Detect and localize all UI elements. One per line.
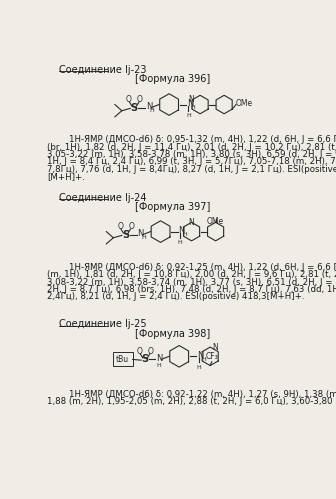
Text: H: H bbox=[156, 363, 161, 368]
Text: O: O bbox=[148, 347, 154, 356]
Text: O: O bbox=[117, 223, 123, 232]
Text: S: S bbox=[141, 354, 149, 364]
Text: H: H bbox=[177, 240, 182, 245]
Text: O: O bbox=[126, 95, 132, 104]
Text: H: H bbox=[191, 105, 196, 110]
Text: 3,08-3,22 (m, 1H), 3,58-3,74 (m, 1H), 3,77 (s, 3H), 6,51 (d, 2H, J = 8,7 Гц), 6,: 3,08-3,22 (m, 1H), 3,58-3,74 (m, 1H), 3,… bbox=[47, 278, 336, 287]
Text: Соединение Ij-24: Соединение Ij-24 bbox=[59, 193, 146, 203]
Text: 1Н-ЯМР (ДМСО-d6) δ: 0,95-1,32 (m, 4H), 1,22 (d, 6H, J = 6,6 Гц), 1,25-1,55: 1Н-ЯМР (ДМСО-d6) δ: 0,95-1,32 (m, 4H), 1… bbox=[47, 135, 336, 144]
Text: N: N bbox=[197, 351, 203, 360]
Text: 1Н-ЯМР (ДМСО-d6) δ: 0,92-1,25 (m, 4H), 1,22 (d, 6H, J = 6,6 Гц), 1,28-1,48: 1Н-ЯМР (ДМСО-d6) δ: 0,92-1,25 (m, 4H), 1… bbox=[47, 263, 336, 272]
Text: H: H bbox=[150, 108, 155, 113]
Text: H: H bbox=[182, 232, 187, 237]
Text: N: N bbox=[187, 99, 193, 108]
FancyBboxPatch shape bbox=[113, 352, 133, 366]
Text: O: O bbox=[137, 95, 142, 104]
Text: 1H, J = 8,4 Гц, 2,4 Гц), 6,99 (t, 3H, J = 5,7Гц), 7,05-7,18 (m, 2H), 7,32 (d, 1H: 1H, J = 8,4 Гц, 2,4 Гц), 6,99 (t, 3H, J … bbox=[47, 157, 336, 166]
Text: (m, 1H), 1,81 (d, 2H, J = 10,8 Гц), 2,00 (d, 2H, J = 9,6 Гц), 2,81 (t, 2H, J = 6: (m, 1H), 1,81 (d, 2H, J = 10,8 Гц), 2,00… bbox=[47, 270, 336, 279]
Text: CF₃: CF₃ bbox=[205, 352, 218, 361]
Text: [Формула 396]: [Формула 396] bbox=[135, 74, 210, 84]
Text: 7,8Гц), 7,76 (d, 1H, J = 8,4Гц), 8,27 (d, 1H, J = 2,1 Гц). ESI(positive) 418,3: 7,8Гц), 7,76 (d, 1H, J = 8,4Гц), 8,27 (d… bbox=[47, 165, 336, 174]
Text: OMe: OMe bbox=[207, 217, 224, 226]
Text: N: N bbox=[156, 354, 162, 363]
Text: S: S bbox=[131, 103, 138, 113]
Text: Соединение Ij-23: Соединение Ij-23 bbox=[59, 64, 146, 74]
Text: [Формула 398]: [Формула 398] bbox=[135, 329, 210, 339]
Text: H: H bbox=[141, 235, 146, 240]
Text: 3,05-3,22 (m, 1H), 3,58-3,78 (m, 1H), 3,80 (s, 3H), 6,59 (d, 2H, J = 9,6 Гц), 6,: 3,05-3,22 (m, 1H), 3,58-3,78 (m, 1H), 3,… bbox=[47, 150, 336, 159]
Text: 2H, J = 8,7 Гц), 6,98 (brs, 1H), 7,48 (d, 2H, J = 8,7 Гц), 7,63 (dd, 1H, J = 11,: 2H, J = 8,7 Гц), 6,98 (brs, 1H), 7,48 (d… bbox=[47, 285, 336, 294]
Text: OMe: OMe bbox=[235, 98, 252, 107]
Text: 1,88 (m, 2H), 1,95-2,05 (m, 2H), 2,88 (t, 2H, J = 6,0 Гц), 3,60-3,80 (m, 1H), 6,: 1,88 (m, 2H), 1,95-2,05 (m, 2H), 2,88 (t… bbox=[47, 397, 336, 406]
Text: N: N bbox=[178, 227, 185, 236]
Text: N: N bbox=[189, 218, 195, 227]
Text: N: N bbox=[188, 95, 194, 104]
Text: N: N bbox=[212, 343, 218, 352]
Text: 2,4Гц), 8,21 (d, 1H, J = 2,4 Гц). ESI(positive) 418,3[M+H]+.: 2,4Гц), 8,21 (d, 1H, J = 2,4 Гц). ESI(po… bbox=[47, 292, 305, 301]
Text: [Формула 397]: [Формула 397] bbox=[134, 202, 210, 213]
Text: 1Н-ЯМР (ДМСО-d6) δ: 0,92-1,22 (m, 4H), 1,27 (s, 9H), 1,38 (m, 1H), 1,78-: 1Н-ЯМР (ДМСО-d6) δ: 0,92-1,22 (m, 4H), 1… bbox=[47, 389, 336, 398]
Text: Соединение Ij-25: Соединение Ij-25 bbox=[59, 319, 147, 329]
Text: N: N bbox=[146, 102, 152, 111]
Text: [M+H]+.: [M+H]+. bbox=[47, 172, 85, 181]
Text: O: O bbox=[137, 347, 142, 356]
Text: H: H bbox=[201, 357, 206, 362]
Text: S: S bbox=[122, 230, 129, 240]
Text: O: O bbox=[128, 223, 134, 232]
Text: N: N bbox=[137, 230, 144, 239]
Text: tBu: tBu bbox=[116, 355, 129, 364]
Text: H: H bbox=[196, 365, 201, 370]
Text: (br, 1H), 1,82 (d, 2H, J = 11,4 Гц), 2,01 (d, 2H, J = 10,2 Гц), 2,81 (t, 2H, J =: (br, 1H), 1,82 (d, 2H, J = 11,4 Гц), 2,0… bbox=[47, 143, 336, 152]
Text: H: H bbox=[186, 113, 191, 118]
